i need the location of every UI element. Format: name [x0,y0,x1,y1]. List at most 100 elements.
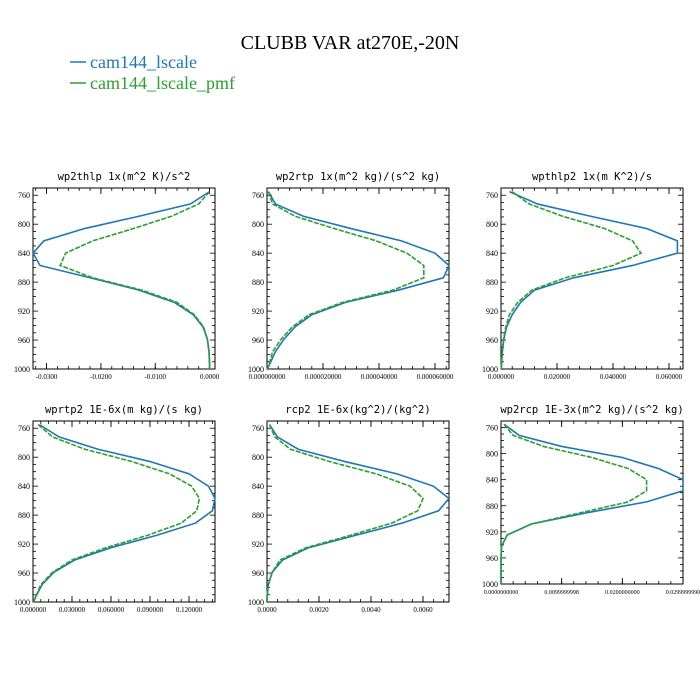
x-tick-label: 0.000000 [488,373,515,381]
panel-title: rcp2 1E-6x(kg^2)/(kg^2) [285,404,430,416]
panel-6: wp2rcp 1E-3x(m^2 kg)/(s^2 kg)760 800 840 88… [482,404,700,596]
y-tick-label: 800 [486,220,498,229]
y-tick-label: 1000 [482,580,498,589]
series-line-lscale-pmf [266,424,424,602]
legend: cam144_lscale cam144_lscale_pmf [70,52,235,93]
y-tick-label: 1000 [482,365,498,374]
y-tick-label: 800 [252,220,264,229]
y-tick-label: 880 [252,511,264,520]
panel-3: wpthlp2 1x(m K^2)/s 760 800 840 880 920 960 100… [482,171,684,381]
x-tick-label: 0.0099999998 [544,590,579,596]
y-tick-label: 840 [252,249,264,258]
plot-frame [266,420,450,603]
x-tick-label: 0.000060000 [417,373,454,381]
y-tick-label: 920 [18,540,30,549]
y-tick-label: 920 [486,528,498,537]
x-tick-label: 0.120000 [176,606,203,614]
plot-frame [500,420,684,585]
plot-frame [500,187,684,370]
x-tick-label: 0.000000000 [249,373,286,381]
panel-title: wp2rcp 1E-3x(m^2 kg)/(s^2 kg) [500,404,683,416]
y-tick-label: 840 [486,249,498,258]
series-line-lscale [500,423,684,584]
series-line-lscale [32,423,216,603]
y-tick-label: 880 [486,278,498,287]
y-tick-label: 960 [18,336,30,345]
y-tick-label: 1000 [14,598,30,607]
panel-title: wprtp2 1E-6x(m kg)/(s kg) [45,404,203,416]
x-tick-label: 0.000000 [20,606,47,614]
series-line-lscale-pmf [266,191,425,370]
plot-frame [32,420,216,603]
x-tick-label: -0.0100 [144,373,166,381]
y-tick-label: 760 [486,191,498,200]
x-tick-label: -0.0200 [90,373,112,381]
x-tick-label: 0.0000 [200,373,220,381]
y-tick-label: 800 [18,453,30,462]
y-tick-label: 800 [252,453,264,462]
x-tick-label: 0.060000 [98,606,125,614]
x-tick-label: 0.0020 [309,606,329,614]
y-tick-label: 760 [486,424,498,433]
y-tick-label: 1000 [248,598,264,607]
y-tick-label: 920 [486,307,498,316]
x-tick-label: 0.040000 [600,373,627,381]
series-line-lscale-pmf [59,191,211,369]
x-tick-label: 0.020000 [544,373,571,381]
panel-title: wpthlp2 1x(m K^2)/s [532,171,652,183]
y-tick-label: 960 [252,569,264,578]
y-tick-label: 920 [18,307,30,316]
y-tick-label: 1000 [248,365,264,374]
y-tick-label: 800 [18,220,30,229]
y-tick-label: 1000 [14,365,30,374]
y-tick-label: 840 [486,476,498,485]
y-tick-label: 920 [252,540,264,549]
y-tick-label: 840 [18,249,30,258]
y-tick-label: 840 [18,482,30,491]
panel-4: wprtp2 1E-6x(m kg)/(s kg) 760 800 840 880 920… [14,404,216,614]
y-tick-label: 960 [486,554,498,563]
x-tick-label: 0.090000 [137,606,164,614]
panel-2: wp2rtp 1x(m^2 kg)/(s^2 kg) 760 800 840 880 92… [248,171,454,381]
series-line-lscale-pmf [500,190,643,370]
x-tick-label: 0.000020000 [305,373,342,381]
y-tick-label: 760 [18,191,30,200]
panel-1: wp2thlp 1x(m^2 K)/s^2 760 800 840 880 920 960 1… [14,171,220,381]
y-tick-label: 800 [486,450,498,459]
figure-title: CLUBB VAR at270E,-20N [241,32,460,54]
y-tick-label: 880 [252,278,264,287]
y-tick-label: 880 [18,511,30,520]
x-tick-label: 0.0000 [257,606,277,614]
series-line-lscale-pmf [32,424,201,603]
y-tick-label: 960 [486,336,498,345]
x-tick-label: 0.0000000000 [484,590,519,596]
x-tick-label: 0.0060 [413,606,433,614]
series-line-lscale [266,191,450,370]
panels: wp2thlp 1x(m^2 K)/s^2 760 800 840 880 920 960 1… [14,171,700,614]
panel-title: wp2rtp 1x(m^2 kg)/(s^2 kg) [276,171,440,183]
y-tick-label: 920 [252,307,264,316]
plot-frame [32,187,216,370]
panel-5: rcp2 1E-6x(kg^2)/(kg^2) 760 800 840 880 920 96… [248,404,451,614]
x-tick-label: 0.030000 [59,606,86,614]
y-tick-label: 760 [18,424,30,433]
x-tick-label: -0.0300 [36,373,58,381]
x-tick-label: 0.0200000000 [605,590,640,596]
x-tick-label: 0.060000 [656,373,683,381]
panel-title: wp2thlp 1x(m^2 K)/s^2 [58,171,191,183]
y-tick-label: 760 [252,424,264,433]
y-tick-label: 880 [486,502,498,511]
y-tick-label: 880 [18,278,30,287]
x-tick-label: 0.000040000 [361,373,398,381]
x-tick-label: 0.0299999990 [666,590,700,596]
y-tick-label: 960 [252,336,264,345]
legend-label-lscale-pmf: cam144_lscale_pmf [90,73,235,93]
plot-frame [266,187,450,370]
series-line-lscale-pmf [500,423,648,584]
legend-label-lscale: cam144_lscale [90,52,197,72]
x-tick-label: 0.0040 [361,606,381,614]
y-tick-label: 760 [252,191,264,200]
y-tick-label: 960 [18,569,30,578]
